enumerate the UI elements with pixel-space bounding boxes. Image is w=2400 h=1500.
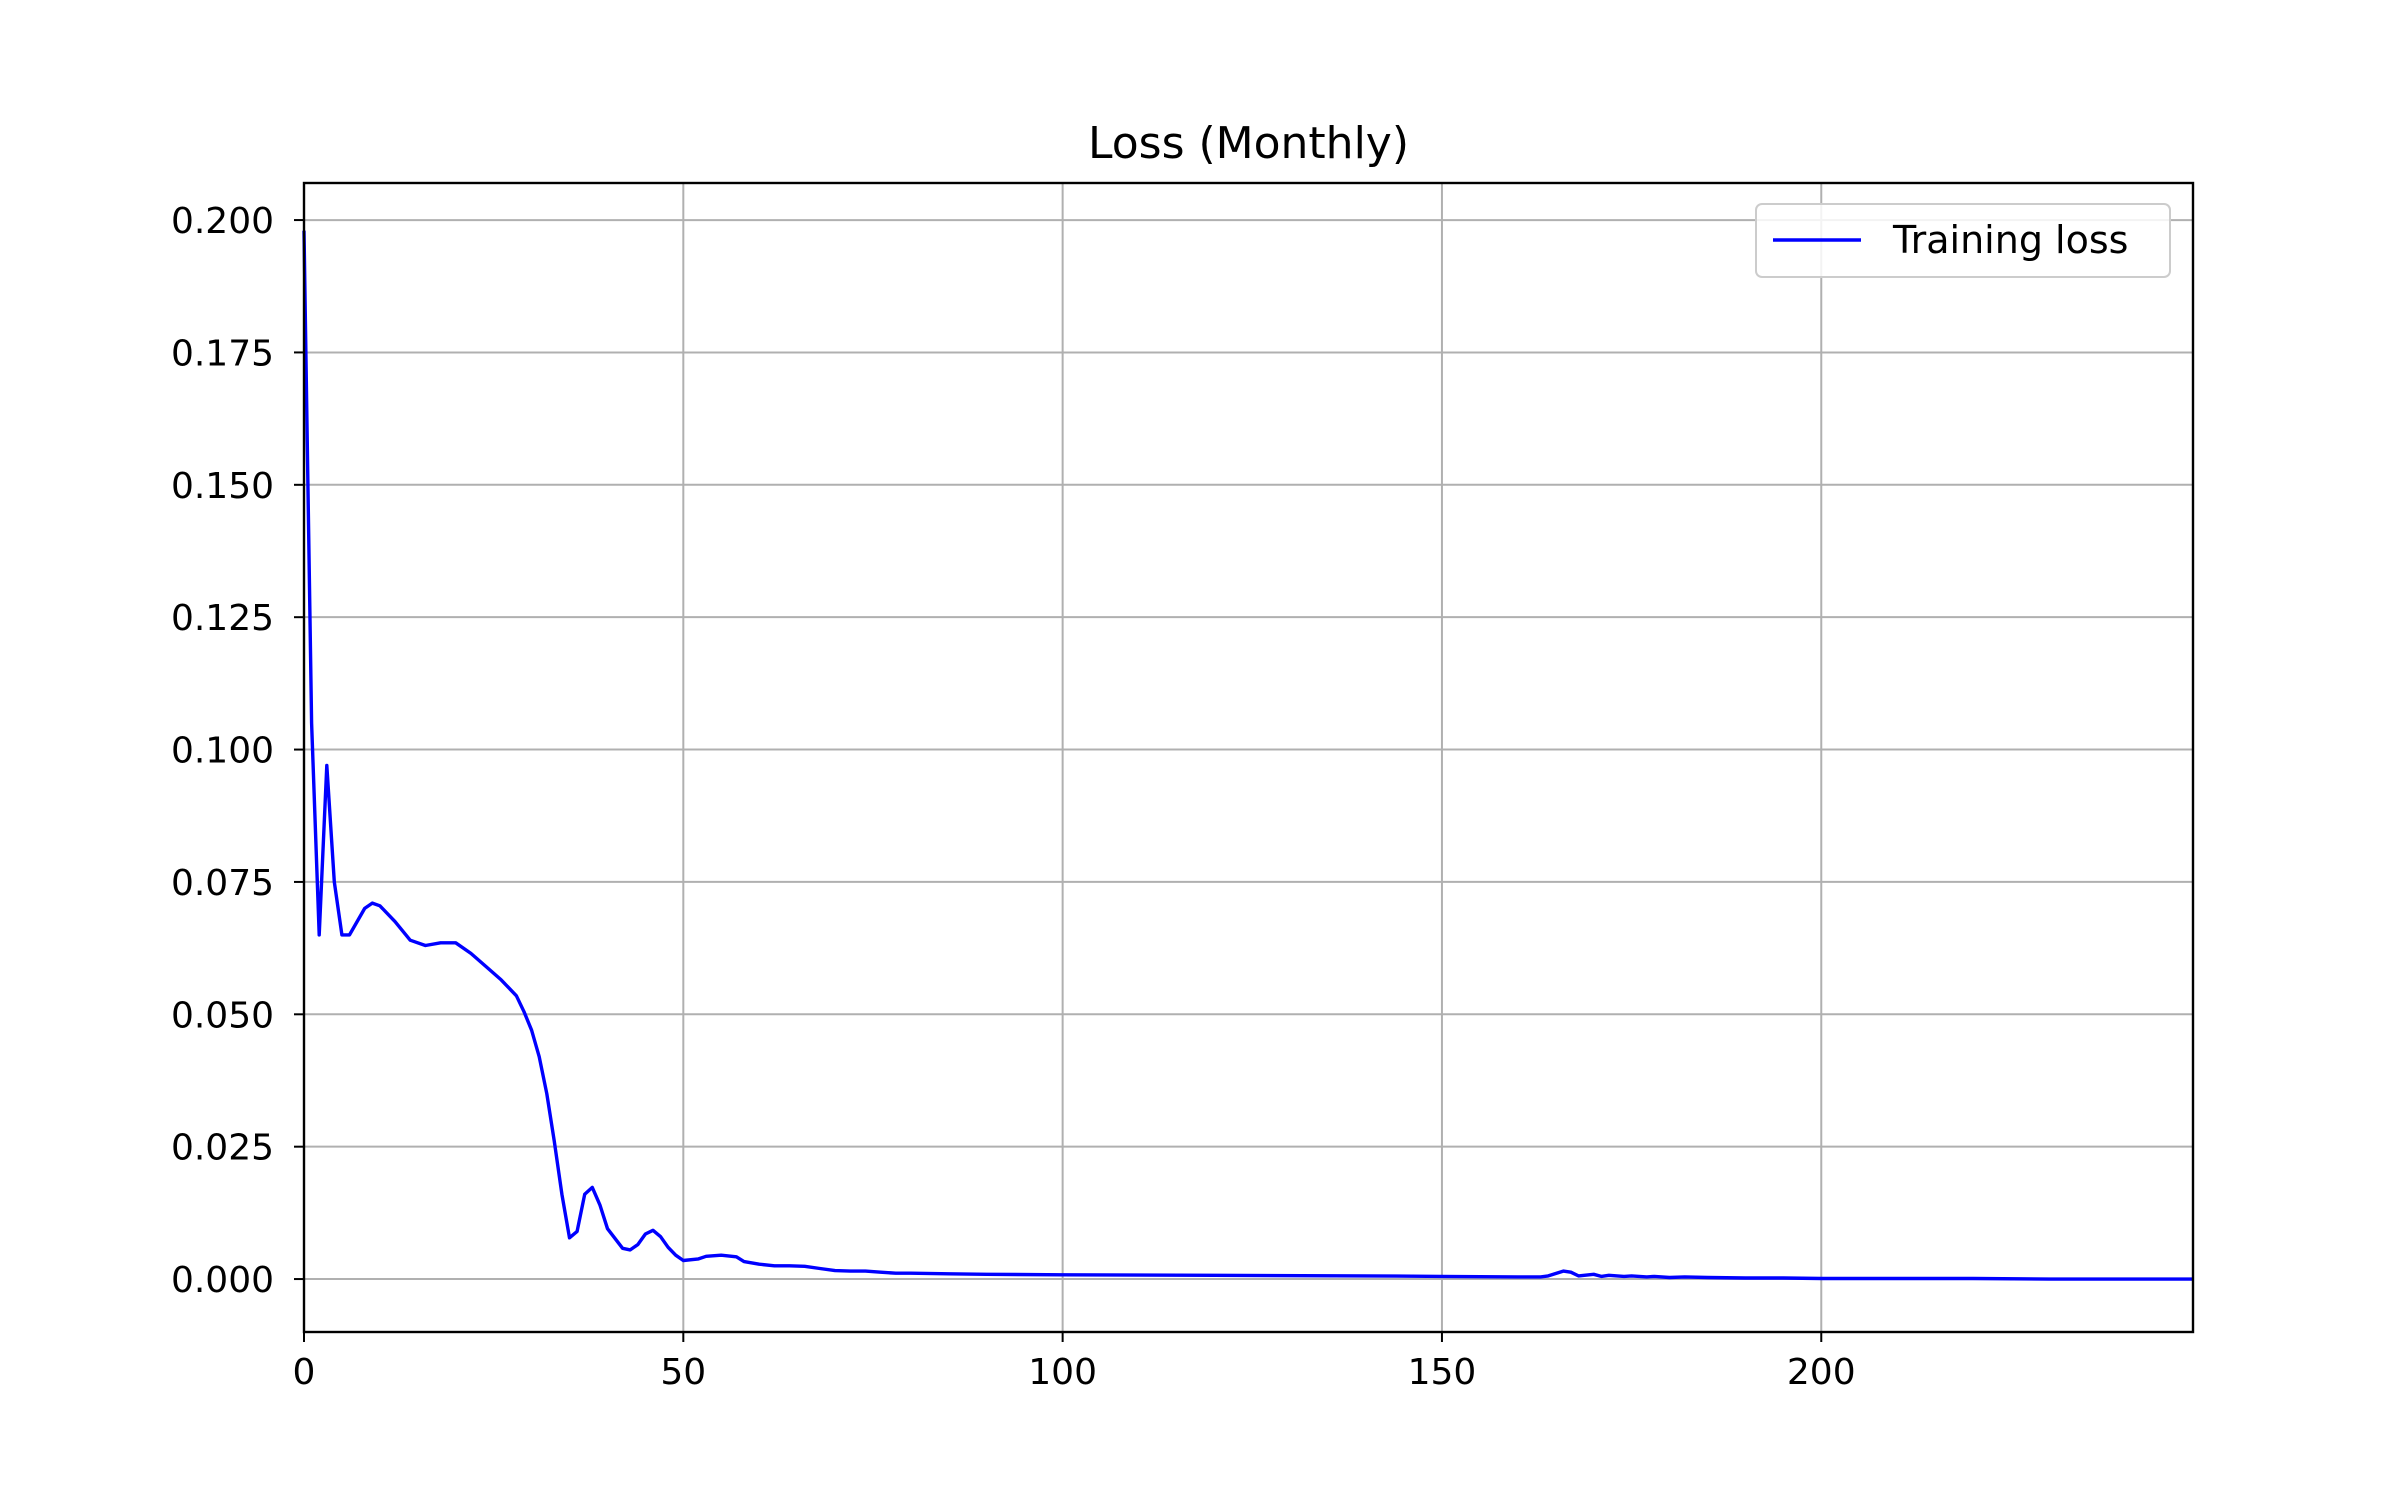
legend-label: Training loss — [1892, 218, 2128, 262]
y-tick-label: 0.000 — [171, 1260, 274, 1301]
y-tick-label: 0.050 — [171, 995, 274, 1036]
legend-box — [1755, 203, 2171, 278]
plot-frame — [302, 181, 2195, 1334]
x-tick-label: 100 — [1028, 1352, 1097, 1393]
series-lines — [302, 230, 2193, 1281]
series-line-training-loss — [302, 230, 2193, 1281]
y-tick-label: 0.025 — [171, 1128, 274, 1169]
x-tick-label: 50 — [660, 1352, 706, 1393]
chart-title: Loss (Monthly) — [1088, 118, 1409, 169]
y-tick-label: 0.150 — [171, 466, 274, 507]
grid-lines — [303, 183, 2193, 1332]
x-tick-label: 0 — [293, 1352, 316, 1393]
y-tick-label: 0.200 — [171, 201, 274, 242]
y-tick-label: 0.100 — [171, 731, 274, 772]
x-tick-label: 200 — [1787, 1352, 1856, 1393]
x-tick-label: 150 — [1408, 1352, 1477, 1393]
axis-ticks: 0 50 100 150 200 0.000 0.025 0.050 0.075 0.100 0.1… — [171, 201, 1856, 1393]
legend: Training loss — [1755, 203, 2171, 278]
y-tick-label: 0.175 — [171, 333, 274, 374]
y-tick-label: 0.075 — [171, 863, 274, 904]
y-tick-label: 0.125 — [171, 598, 274, 639]
